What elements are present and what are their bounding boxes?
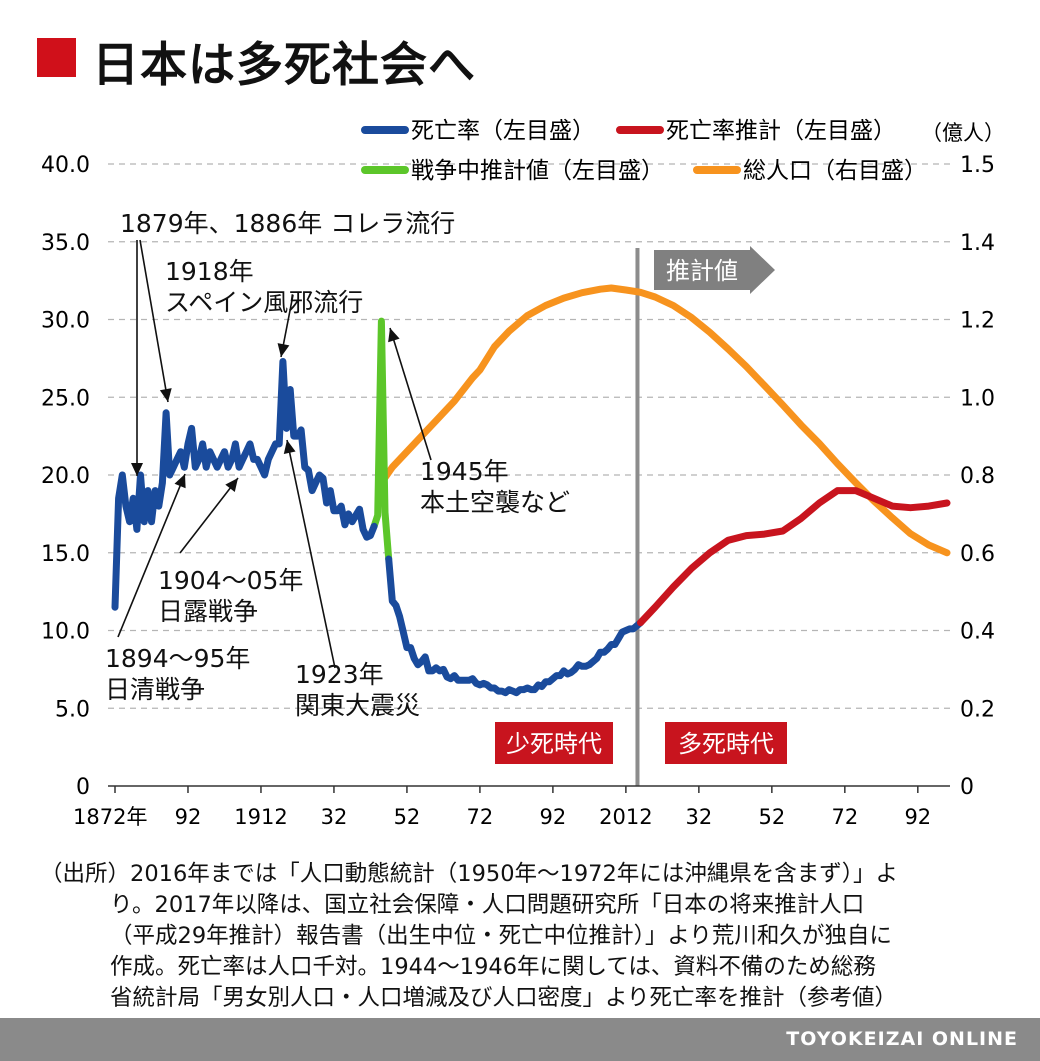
x-axis-ticks: 1872年 92 1912 32 52 72 92 2012 32 52 72 92 [73, 786, 931, 829]
x-tick-label: 92 [540, 805, 567, 829]
annotation-arrow [139, 239, 169, 403]
left-tick-label: 35.0 [41, 231, 90, 256]
legend-label: 死亡率推計（左目盛） [666, 118, 896, 144]
x-tick-label: 72 [831, 805, 858, 829]
mortality-population-chart: 0 5.0 10.0 15.0 20.0 25.0 30.0 35.0 40.0 0 0.2 0.4… [41, 118, 1005, 829]
annotation-arrow [179, 477, 239, 554]
annotation-arrowhead [131, 463, 143, 476]
series-line [377, 284, 951, 557]
left-tick-label: 15.0 [41, 542, 90, 567]
legend-label: 戦争中推計値（左目盛） [411, 158, 664, 184]
annotation-arrow [117, 473, 186, 638]
x-tick-label: 72 [467, 805, 494, 829]
x-tick-label: 1912 [234, 805, 287, 829]
series-lines [111, 284, 951, 697]
right-tick-label: 0.4 [960, 620, 995, 645]
annotation-text: 1918年 [165, 257, 254, 286]
annotation-text: 日清戦争 [105, 675, 205, 704]
right-axis-unit: （億人） [921, 121, 1005, 145]
grid-lines [108, 163, 950, 709]
annotation-text: 1879年、1886年 コレラ流行 [120, 209, 455, 238]
legend-label: 総人口（右目盛） [743, 158, 927, 184]
source-line: 省統計局「男女別人口・人口増減及び人口密度」より死亡率を推計（参考値） [110, 985, 898, 1011]
annotation-text: 1923年 [295, 660, 384, 689]
x-tick-label: 92 [904, 805, 931, 829]
annotation-text: 1894〜95年 [105, 644, 250, 673]
projection-arrow: 推計値 [654, 246, 775, 294]
brand-label: TOYOKEIZAI ONLINE [786, 1028, 1018, 1050]
left-tick-label: 10.0 [41, 620, 90, 645]
left-tick-label: 40.0 [41, 153, 90, 178]
source-line: （出所）2016年までは「人口動態統計（1950年〜1972年には沖縄県を含まず… [40, 861, 899, 887]
left-tick-label: 0 [76, 775, 90, 800]
era-label: 少死時代 [506, 730, 602, 758]
annotation-arrowhead [283, 440, 296, 454]
x-tick-label: 52 [758, 805, 785, 829]
source-note: （出所）2016年までは「人口動態統計（1950年〜1972年には沖縄県を含まず… [40, 859, 1010, 1014]
right-tick-label: 1.0 [960, 386, 995, 411]
annotation-text: 関東大震災 [295, 691, 420, 720]
era-label-box [495, 722, 613, 764]
annotation-text: 日露戦争 [158, 597, 258, 626]
right-tick-label: 1.5 [960, 153, 995, 178]
x-tick-label: 92 [175, 805, 202, 829]
x-tick-label: 32 [685, 805, 712, 829]
annotation-arrow [389, 327, 432, 461]
series-line [111, 358, 378, 611]
era-label-box [665, 722, 787, 764]
projection-arrow-label: 推計値 [666, 257, 738, 285]
right-axis-ticks: 0 0.2 0.4 0.6 0.8 1.0 1.2 1.4 1.5 [960, 153, 995, 800]
right-tick-label: 0.8 [960, 464, 995, 489]
source-line: 作成。死亡率は人口千対。1944〜1946年に関しては、資料不備のため総務 [110, 954, 876, 980]
right-tick-label: 0.6 [960, 542, 995, 567]
series-line [385, 555, 644, 697]
page-title: 日本は多死社会へ [92, 38, 476, 93]
left-tick-label: 30.0 [41, 309, 90, 334]
x-tick-label: 2012 [599, 805, 652, 829]
right-tick-label: 0.2 [960, 697, 995, 722]
source-line: り。2017年以降は、国立社会保障・人口問題研究所「日本の将来推計人口 [110, 892, 865, 918]
right-tick-label: 0 [960, 775, 974, 800]
projection-arrow-shape [654, 246, 775, 294]
x-tick-label: 52 [394, 805, 421, 829]
x-tick-label: 32 [321, 805, 348, 829]
title-square-icon [37, 38, 76, 77]
footer-bar: TOYOKEIZAI ONLINE [0, 1018, 1040, 1061]
annotation-arrowhead [174, 474, 186, 489]
left-axis-ticks: 0 5.0 10.0 15.0 20.0 25.0 30.0 35.0 40.0 [41, 153, 90, 800]
x-tick-label: 1872年 [73, 805, 147, 829]
right-tick-label: 1.2 [960, 309, 995, 334]
annotation-arrowhead [277, 343, 290, 357]
annotation-text: 1945年 [420, 457, 509, 486]
annotation-arrowhead [388, 328, 400, 343]
legend: 死亡率（左目盛） 死亡率推計（左目盛）戦争中推計値（左目盛） 総人口（右目盛） [361, 118, 927, 184]
era-labels: 少死時代 多死時代 [495, 722, 787, 764]
left-tick-label: 25.0 [41, 386, 90, 411]
left-tick-label: 20.0 [41, 464, 90, 489]
annotation-arrowhead [159, 388, 172, 402]
annotation-text: スペイン風邪流行 [165, 288, 363, 317]
series-line [370, 317, 393, 563]
annotation-text: 本土空襲など [420, 488, 570, 517]
left-tick-label: 5.0 [55, 697, 90, 722]
series-line [637, 487, 951, 627]
era-label: 多死時代 [678, 730, 774, 758]
legend-label: 死亡率（左目盛） [411, 118, 595, 144]
annotation-arrow [286, 439, 336, 669]
annotation-text: 1904〜05年 [158, 566, 303, 595]
right-tick-label: 1.4 [960, 231, 995, 256]
source-line: （平成29年推計）報告書（出生中位・死亡中位推計）」より荒川和久が独自に [110, 923, 892, 949]
annotation-arrowhead [225, 478, 238, 492]
